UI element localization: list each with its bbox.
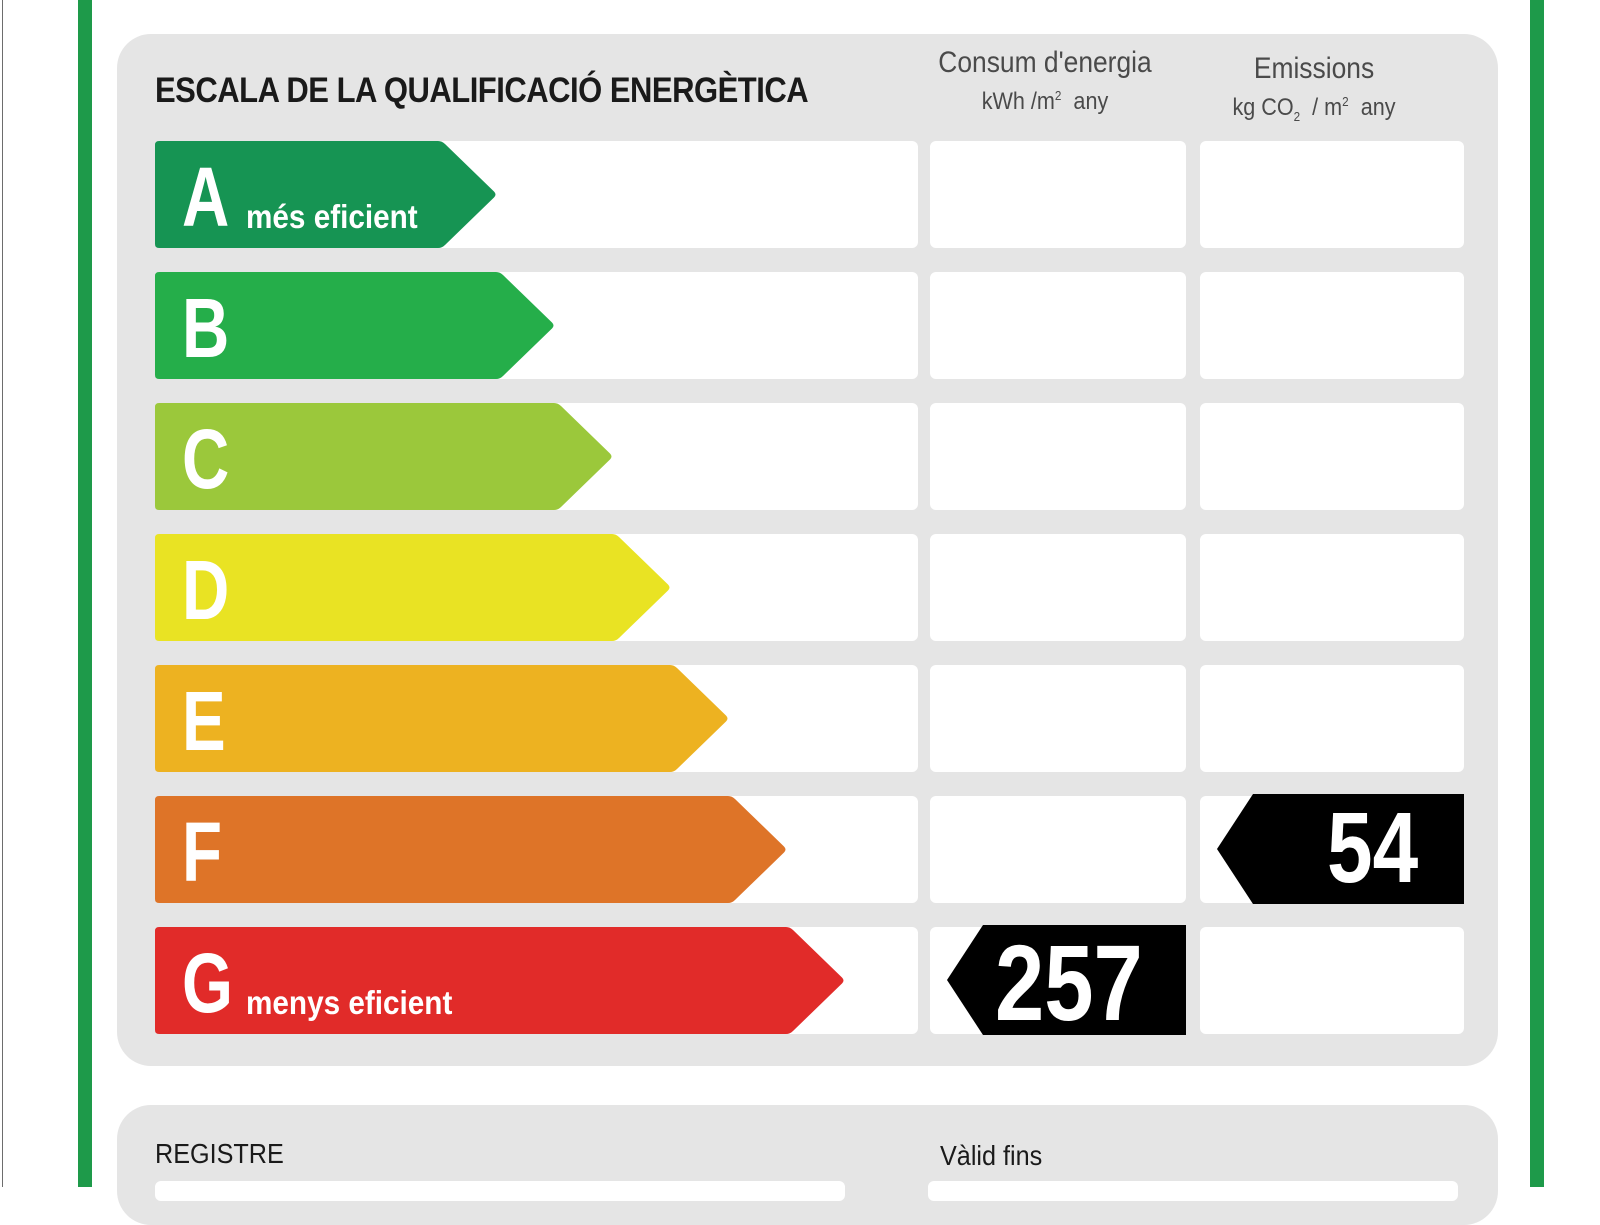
energy-column-unit: kWh /m2 any (981, 88, 1109, 115)
energy-cell (930, 534, 1186, 641)
energy-cell (930, 796, 1186, 903)
rating-arrow-e (155, 665, 728, 772)
emissions-cell (1200, 141, 1464, 248)
emissions-value: 54 (1327, 792, 1419, 904)
scale-title: ESCALA DE LA QUALIFICACIÓ ENERGÈTICA (155, 70, 809, 111)
valid-until-field (928, 1181, 1458, 1201)
energy-cell (930, 272, 1186, 379)
rating-letter: C (182, 412, 230, 506)
energy-value: 257 (995, 922, 1143, 1043)
rating-arrow-d (155, 534, 670, 641)
page-edge-line (2, 0, 3, 1187)
emissions-cell (1200, 534, 1464, 641)
rating-arrow-g (155, 927, 844, 1034)
emissions-column-header: Emissions kg CO2 / m2 any (1183, 52, 1445, 124)
energy-column-header: Consum d'energia kWh /m2 any (920, 46, 1170, 116)
energy-cell (930, 665, 1186, 772)
energy-cell (930, 403, 1186, 510)
rating-arrow-b (155, 272, 554, 379)
registre-label: REGISTRE (155, 1138, 284, 1169)
rating-arrow-f (155, 796, 786, 903)
label-frame-right (1530, 0, 1544, 1187)
emissions-cell (1200, 272, 1464, 379)
emissions-cell (1200, 403, 1464, 510)
emissions-cell (1200, 927, 1464, 1034)
rating-arrow-c (155, 403, 612, 510)
energy-column-title: Consum d'energia (938, 46, 1152, 79)
rating-letter: D (182, 543, 230, 637)
emissions-value-marker (1217, 794, 1464, 904)
registre-field (155, 1181, 845, 1201)
registration-panel (117, 1105, 1498, 1225)
rating-letter: A (182, 150, 230, 244)
energy-cell (930, 141, 1186, 248)
label-frame-left (78, 0, 92, 1187)
emissions-column-title: Emissions (1253, 52, 1375, 85)
rating-description: menys eficient (246, 984, 453, 1021)
energy-value-marker (947, 925, 1186, 1035)
rating-letter: G (182, 936, 233, 1030)
rating-arrow-a (155, 141, 496, 248)
rating-letter: F (182, 805, 223, 899)
emissions-column-unit: kg CO2 / m2 any (1232, 94, 1396, 124)
emissions-cell (1200, 665, 1464, 772)
rating-letter: E (182, 674, 226, 768)
valid-until-label: Vàlid fins (940, 1140, 1043, 1171)
rating-letter: B (182, 281, 230, 375)
rating-description: més eficient (246, 198, 418, 235)
